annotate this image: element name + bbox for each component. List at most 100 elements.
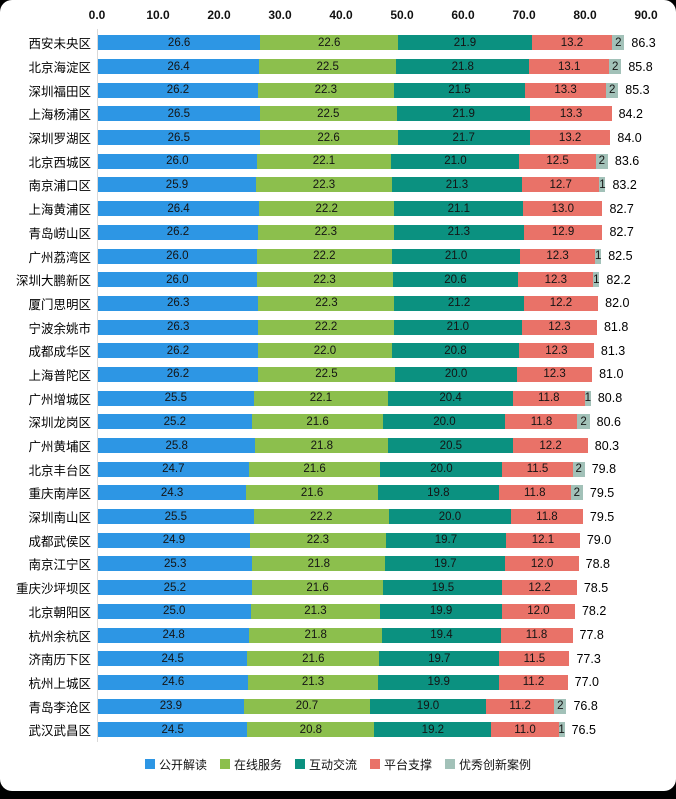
bar-segment-公开解读: 26.2 <box>98 343 258 359</box>
bar-segment-优秀创新案例: 2 <box>609 59 622 75</box>
row-total-value: 82.0 <box>605 296 630 311</box>
bar-segment-在线服务: 22.3 <box>256 272 393 288</box>
bar-segment-优秀创新案例: 1 <box>599 177 606 193</box>
bar-segment-优秀创新案例: 2 <box>554 698 567 714</box>
bar-segment-互动交流: 21.1 <box>394 201 524 217</box>
row-category-label: 广州荔湾区 <box>28 250 91 265</box>
chart-row: 杭州余杭区 24.8 21.8 19.4 11.8 77.8 <box>0 623 676 647</box>
row-total-value: 86.3 <box>631 35 656 50</box>
bar-segment-在线服务: 22.3 <box>257 224 394 240</box>
bar-segment-互动交流: 21.0 <box>392 248 521 264</box>
legend-label: 在线服务 <box>233 757 282 772</box>
row-total-value: 85.8 <box>628 59 653 74</box>
row-total-value: 78.5 <box>583 580 609 595</box>
chart-row: 深圳罗湖区 26.5 22.6 21.7 13.2 84.0 <box>0 126 676 150</box>
bar-segment-互动交流: 19.9 <box>380 603 502 619</box>
row-category-label: 北京朝阳区 <box>28 605 91 620</box>
chart-row: 南京江宁区 25.3 21.8 19.7 12.0 78.8 <box>0 552 676 576</box>
bar-segment-平台支撑: 12.1 <box>506 532 580 548</box>
chart-row: 深圳福田区 26.2 22.3 21.5 13.3 2 85.3 <box>0 78 676 102</box>
bar-segment-优秀创新案例: 2 <box>606 82 619 98</box>
stacked-bar: 26.2 22.3 21.3 12.9 <box>98 224 603 240</box>
stacked-bar: 26.6 22.6 21.9 13.2 2 <box>98 35 625 51</box>
bar-segment-互动交流: 21.7 <box>397 130 530 146</box>
bar-segment-在线服务: 21.6 <box>246 485 378 501</box>
bar-segment-互动交流: 19.9 <box>377 674 500 690</box>
bar-segment-公开解读: 26.2 <box>98 366 258 382</box>
stacked-bar: 26.3 22.2 21.0 12.3 <box>98 319 597 335</box>
row-category-label: 南京江宁区 <box>28 558 91 573</box>
bar-segment-公开解读: 26.0 <box>98 272 257 288</box>
bar-segment-公开解读: 24.3 <box>98 485 247 501</box>
bar-segment-公开解读: 26.4 <box>98 201 260 217</box>
stacked-bar: 25.0 21.3 19.9 12.0 <box>98 603 575 619</box>
chart-row: 上海杨浦区 26.5 22.5 21.9 13.3 84.2 <box>0 102 676 126</box>
bar-segment-优秀创新案例: 1 <box>584 390 591 406</box>
bar-segment-在线服务: 21.6 <box>248 461 381 477</box>
stacked-bar: 25.2 21.6 19.5 12.2 <box>98 580 577 596</box>
bar-segment-在线服务: 22.5 <box>259 59 397 75</box>
bar-segment-互动交流: 20.6 <box>392 272 519 288</box>
row-total-value: 77.3 <box>576 651 601 666</box>
bar-segment-平台支撑: 11.8 <box>510 509 583 525</box>
bar-segment-公开解读: 25.5 <box>98 390 254 406</box>
bar-segment-在线服务: 22.6 <box>259 130 398 146</box>
legend-swatch-icon <box>294 759 305 770</box>
bar-segment-在线服务: 21.8 <box>252 556 386 572</box>
bar-segment-公开解读: 25.9 <box>98 177 256 193</box>
bar-segment-互动交流: 20.0 <box>395 366 518 382</box>
bar-segment-在线服务: 22.1 <box>253 390 389 406</box>
legend-label: 平台支撑 <box>384 757 433 772</box>
legend-swatch-icon <box>144 759 155 770</box>
stacked-bar: 24.5 21.6 19.7 11.5 <box>98 651 570 667</box>
bar-segment-互动交流: 21.0 <box>391 153 520 169</box>
bar-segment-互动交流: 21.9 <box>396 106 531 122</box>
row-category-label: 济南历下区 <box>28 653 91 668</box>
chart-row: 成都武侯区 24.9 22.3 19.7 12.1 79.0 <box>0 528 676 552</box>
bar-segment-公开解读: 26.3 <box>98 319 259 335</box>
bar-segment-公开解读: 25.2 <box>98 580 252 596</box>
bar-segment-公开解读: 24.9 <box>98 532 250 548</box>
plot-area: 西安未央区 26.6 22.6 21.9 13.2 2 86.3 北京海淀区 26.4 22.5 2… <box>0 29 676 742</box>
row-category-label: 武汉武昌区 <box>28 724 91 739</box>
stacked-bar: 26.2 22.5 20.0 12.3 <box>98 366 593 382</box>
x-axis-tick: 30.0 <box>268 8 292 22</box>
bar-segment-在线服务: 22.3 <box>249 532 386 548</box>
row-total-value: 85.3 <box>625 83 650 98</box>
bar-segment-公开解读: 25.0 <box>98 603 251 619</box>
x-axis-tick: 80.0 <box>573 8 597 22</box>
bar-segment-优秀创新案例: 2 <box>595 153 608 169</box>
bar-segment-互动交流: 19.7 <box>385 532 507 548</box>
row-category-label: 杭州余杭区 <box>28 629 91 644</box>
chart-row: 成都成华区 26.2 22.0 20.8 12.3 81.3 <box>0 339 676 363</box>
stacked-bar: 26.5 22.5 21.9 13.3 <box>98 106 612 122</box>
chart-row: 广州荔湾区 26.0 22.2 21.0 12.3 1 82.5 <box>0 244 676 268</box>
bar-segment-平台支撑: 13.2 <box>531 35 613 51</box>
row-category-label: 北京海淀区 <box>28 61 91 76</box>
bar-segment-平台支撑: 11.0 <box>491 722 559 738</box>
chart-row: 重庆沙坪坝区 25.2 21.6 19.5 12.2 78.5 <box>0 576 676 600</box>
x-axis-tick: 60.0 <box>451 8 475 22</box>
legend-swatch-icon <box>445 759 456 770</box>
bar-segment-在线服务: 22.5 <box>257 366 396 382</box>
stacked-bar: 26.0 22.3 20.6 12.3 1 <box>98 272 600 288</box>
stacked-bar: 25.5 22.1 20.4 11.8 1 <box>98 390 591 406</box>
row-total-value: 82.5 <box>608 249 633 264</box>
x-axis-tick: 40.0 <box>329 8 353 22</box>
stacked-bar: 26.5 22.6 21.7 13.2 <box>98 130 611 146</box>
bar-segment-公开解读: 26.0 <box>98 153 257 169</box>
row-category-label: 重庆沙坪坝区 <box>15 582 91 597</box>
bar-segment-在线服务: 21.8 <box>249 627 383 643</box>
chart-row: 深圳南山区 25.5 22.2 20.0 11.8 79.5 <box>0 505 676 529</box>
row-category-label: 成都成华区 <box>28 345 91 360</box>
chart-row: 济南历下区 24.5 21.6 19.7 11.5 77.3 <box>0 647 676 671</box>
row-total-value: 82.2 <box>606 272 631 287</box>
bar-segment-平台支撑: 12.2 <box>502 580 577 596</box>
bar-segment-优秀创新案例: 1 <box>594 248 602 264</box>
bar-segment-在线服务: 22.6 <box>260 35 399 51</box>
row-category-label: 北京西城区 <box>28 155 91 170</box>
x-axis-tick: 90.0 <box>634 8 658 22</box>
bar-segment-在线服务: 21.3 <box>248 674 378 690</box>
bar-segment-优秀创新案例: 2 <box>572 461 585 477</box>
